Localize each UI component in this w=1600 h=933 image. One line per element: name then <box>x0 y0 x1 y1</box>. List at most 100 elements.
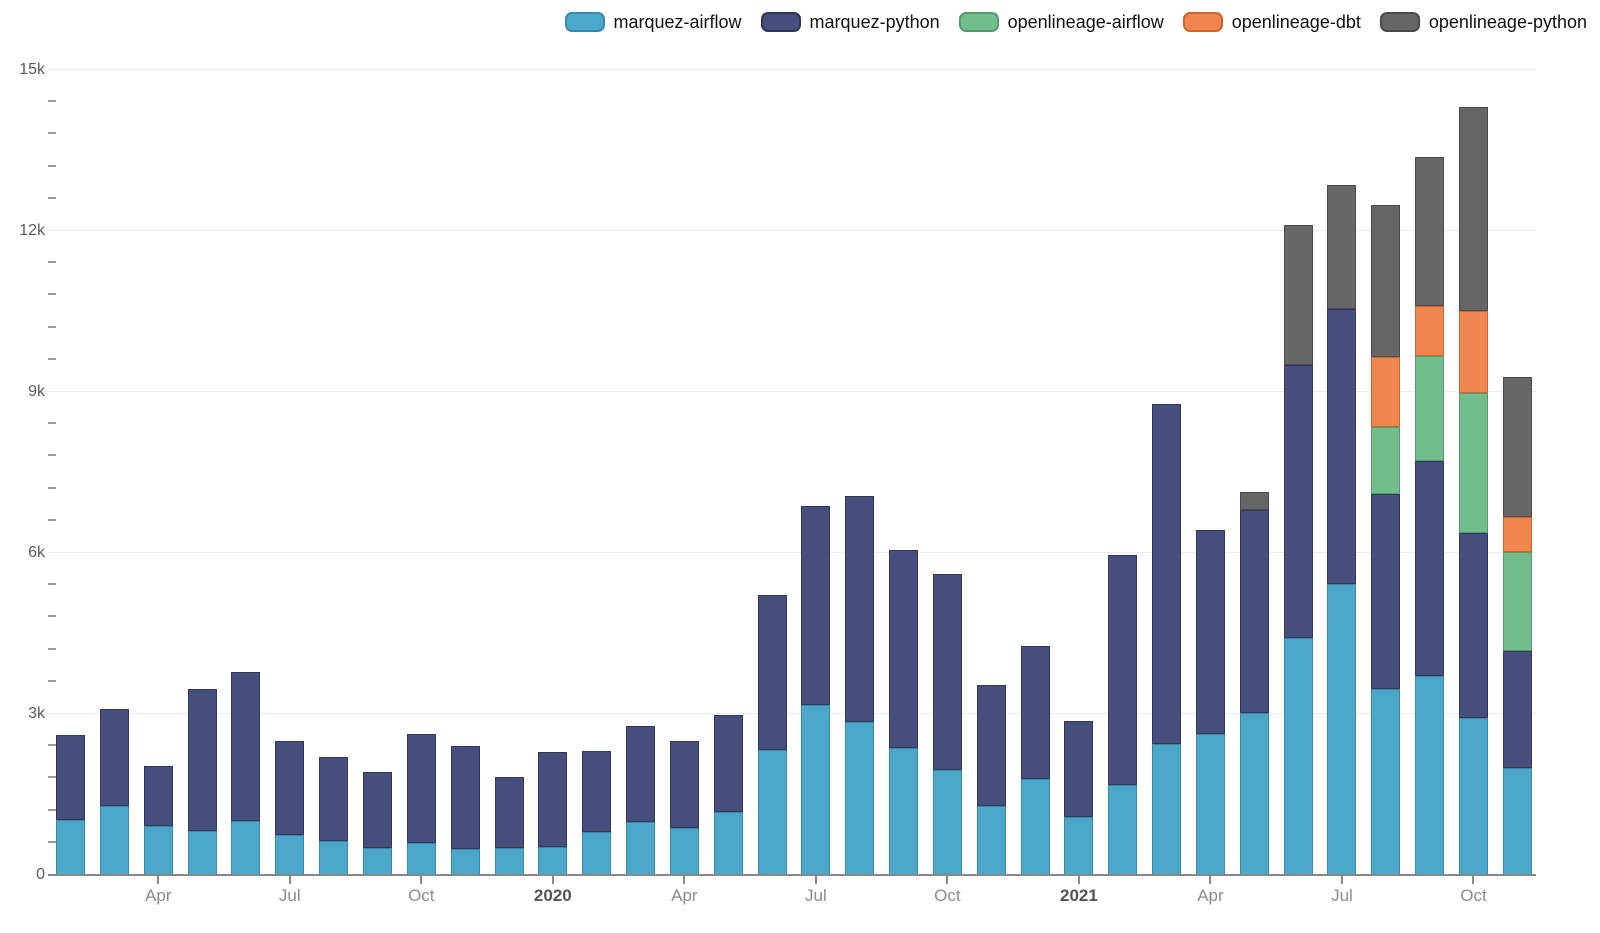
y-minor-tick <box>48 808 56 811</box>
bar-segment-openlineage-airflow-2021-08 <box>1371 426 1401 494</box>
x-tick <box>288 876 291 884</box>
bar-segment-marquez-python-2020-04 <box>669 740 699 828</box>
x-tick <box>683 876 686 884</box>
gridline-12k <box>48 230 1536 231</box>
bar-segment-marquez-airflow-2019-07 <box>275 835 305 875</box>
bar-segment-marquez-airflow-2019-12 <box>494 847 524 875</box>
y-tick-label: 9k <box>28 383 45 400</box>
legend-label: openlineage-dbt <box>1231 12 1361 32</box>
x-tick-label: Apr <box>671 886 698 905</box>
bar-segment-marquez-airflow-2020-03 <box>626 822 656 875</box>
y-minor-tick <box>48 744 56 747</box>
y-minor-tick <box>48 454 56 457</box>
bar-segment-marquez-python-2021-07 <box>1327 309 1357 585</box>
x-tick-label: 2021 <box>1059 886 1098 905</box>
bar-segment-marquez-airflow-2020-07 <box>801 704 831 875</box>
bar-segment-marquez-python-2020-11 <box>976 684 1006 806</box>
bar-segment-marquez-python-2019-03 <box>99 708 129 806</box>
bar-segment-openlineage-python-2021-09 <box>1415 157 1445 307</box>
y-minor-tick <box>48 486 56 489</box>
y-minor-tick <box>48 647 56 650</box>
bar-segment-openlineage-python-2021-05 <box>1239 492 1269 511</box>
y-tick-label: 15k <box>19 61 45 78</box>
gridline-6k <box>48 552 1536 553</box>
legend: marquez-airflow marquez-python openlineage… <box>564 12 1587 32</box>
y-minor-tick <box>48 776 56 779</box>
bar-segment-marquez-airflow-2021-05 <box>1239 712 1269 875</box>
y-minor-tick <box>48 583 56 586</box>
bar-segment-marquez-airflow-2019-11 <box>450 849 480 875</box>
bar-segment-marquez-python-2020-01 <box>538 751 568 848</box>
bar-segment-marquez-airflow-2019-10 <box>406 843 436 875</box>
y-tick-label: 3k <box>28 705 45 722</box>
y-minor-tick <box>48 100 56 103</box>
bar-segment-marquez-python-2021-09 <box>1415 460 1445 677</box>
bar-segment-marquez-python-2019-04 <box>143 765 173 827</box>
bar-segment-marquez-python-2019-05 <box>187 689 217 831</box>
bar-segment-openlineage-python-2021-06 <box>1283 225 1313 365</box>
bar-segment-marquez-airflow-2020-09 <box>889 747 919 875</box>
bar-segment-marquez-airflow-2019-08 <box>319 840 349 875</box>
bar-segment-marquez-airflow-2019-06 <box>231 821 261 875</box>
x-tick-label: Oct <box>408 886 435 905</box>
bar-segment-marquez-airflow-2020-05 <box>713 811 743 875</box>
bar-segment-marquez-python-2021-10 <box>1458 532 1488 718</box>
bar-segment-marquez-python-2021-01 <box>1064 721 1094 817</box>
bar-segment-marquez-python-2020-08 <box>845 495 875 723</box>
legend-swatch-openlineage-python <box>1379 12 1420 32</box>
legend-label: marquez-airflow <box>613 12 742 32</box>
y-minor-tick <box>48 261 56 264</box>
legend-label: marquez-python <box>809 12 940 32</box>
bar-segment-openlineage-python-2021-10 <box>1458 107 1488 311</box>
bar-segment-marquez-airflow-2020-10 <box>932 769 962 875</box>
gridline-15k <box>48 69 1536 70</box>
bar-segment-marquez-python-2020-12 <box>1020 645 1050 779</box>
bar-segment-openlineage-dbt-2021-08 <box>1371 357 1401 427</box>
x-tick-label: Jul <box>278 886 301 905</box>
bar-segment-marquez-python-2019-06 <box>231 671 261 822</box>
x-tick <box>157 876 160 884</box>
bar-segment-marquez-airflow-2021-09 <box>1415 676 1445 875</box>
bar-segment-marquez-python-2019-11 <box>450 745 480 850</box>
bar-segment-marquez-python-2020-10 <box>932 574 962 770</box>
bar-segment-openlineage-python-2021-07 <box>1327 184 1357 310</box>
legend-item-openlineage-dbt[interactable]: openlineage-dbt <box>1182 12 1361 32</box>
bar-segment-marquez-python-2020-02 <box>582 751 612 833</box>
x-tick-label: Apr <box>1197 886 1224 905</box>
y-minor-tick <box>48 357 56 360</box>
x-tick-label: 2020 <box>533 886 572 905</box>
bar-segment-marquez-airflow-2021-01 <box>1064 816 1094 875</box>
legend-label: openlineage-airflow <box>1007 12 1164 32</box>
bar-segment-marquez-airflow-2020-02 <box>582 832 612 875</box>
y-tick-label: 12k <box>19 222 45 239</box>
legend-item-openlineage-python[interactable]: openlineage-python <box>1379 12 1587 32</box>
bar-segment-marquez-python-2019-08 <box>319 756 349 841</box>
bar-segment-marquez-airflow-2021-08 <box>1371 688 1401 875</box>
y-minor-tick <box>48 518 56 521</box>
legend-swatch-marquez-python <box>760 12 801 32</box>
y-minor-tick <box>48 615 56 618</box>
bar-segment-marquez-python-2020-07 <box>801 506 831 705</box>
bar-segment-marquez-airflow-2020-01 <box>538 847 568 875</box>
legend-item-marquez-python[interactable]: marquez-python <box>760 12 940 32</box>
x-tick <box>1340 876 1343 884</box>
bar-segment-marquez-airflow-2019-09 <box>362 847 392 875</box>
x-tick-label: Jul <box>1331 886 1353 905</box>
x-tick <box>1472 876 1475 884</box>
bar-segment-marquez-airflow-2020-04 <box>669 827 699 875</box>
y-tick-label: 6k <box>28 544 45 561</box>
legend-item-marquez-airflow[interactable]: marquez-airflow <box>564 12 742 32</box>
bar-segment-marquez-airflow-2020-11 <box>976 805 1006 875</box>
bar-segment-marquez-airflow-2019-05 <box>187 831 217 875</box>
bar-segment-marquez-python-2021-04 <box>1195 530 1225 734</box>
bar-segment-marquez-airflow-2019-02 <box>56 819 86 875</box>
y-minor-tick <box>48 196 56 199</box>
legend-swatch-marquez-airflow <box>564 12 605 32</box>
bar-segment-marquez-airflow-2021-02 <box>1108 785 1138 875</box>
legend-item-openlineage-airflow[interactable]: openlineage-airflow <box>958 12 1164 32</box>
legend-swatch-openlineage-dbt <box>1182 12 1223 32</box>
x-tick-label: Jul <box>805 886 827 905</box>
bar-segment-marquez-airflow-2021-07 <box>1327 584 1357 875</box>
bar-segment-openlineage-dbt-2021-10 <box>1458 310 1488 394</box>
